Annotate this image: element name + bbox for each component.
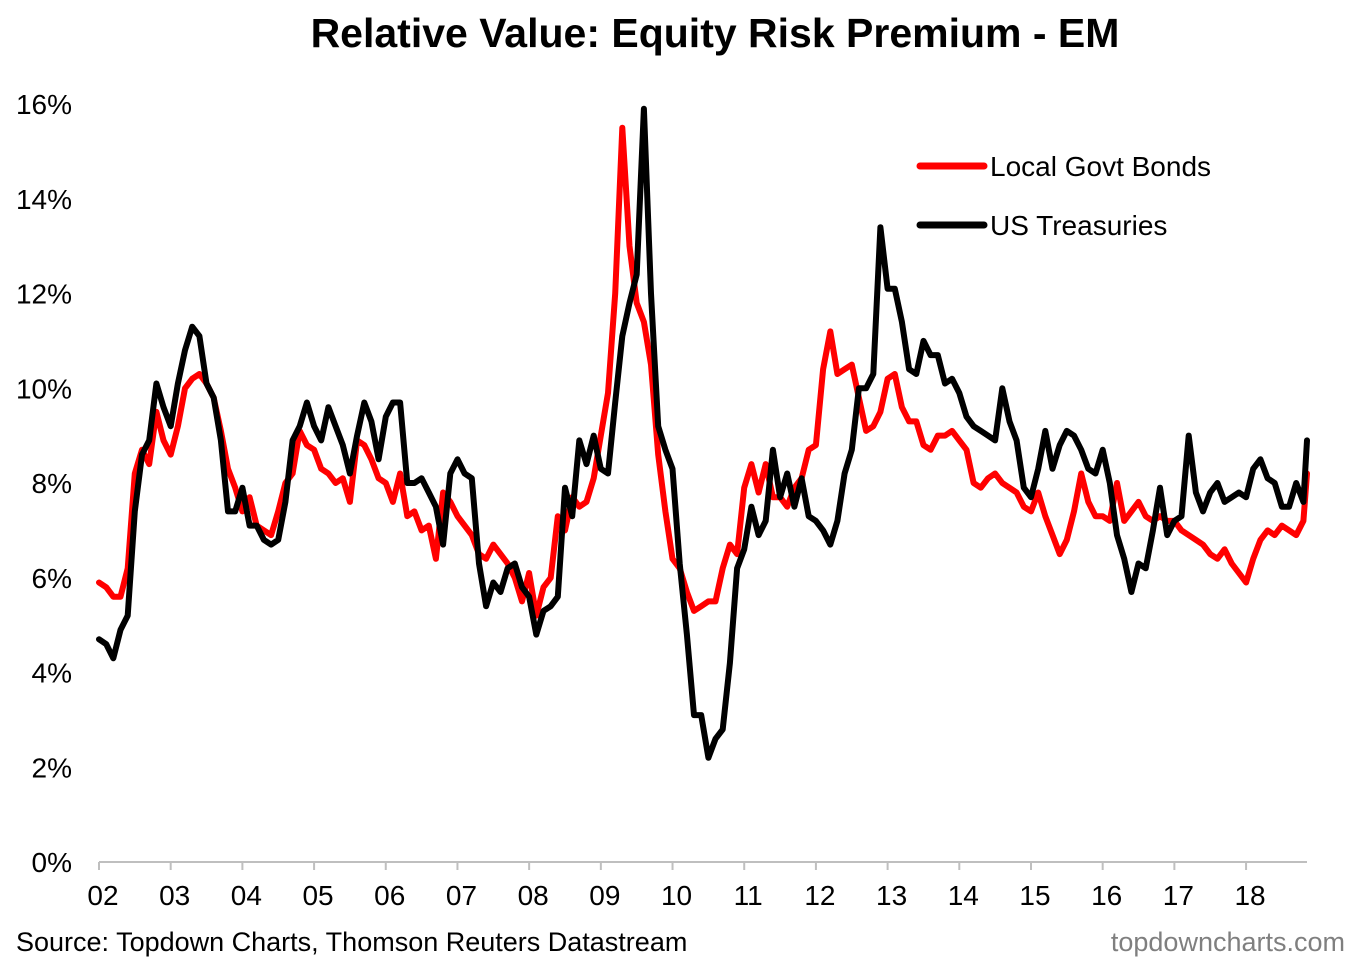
y-tick-label: 8% bbox=[32, 468, 72, 499]
x-tick-label: 12 bbox=[804, 880, 835, 911]
x-tick-label: 02 bbox=[87, 880, 118, 911]
y-tick-label: 6% bbox=[32, 563, 72, 594]
legend: Local Govt Bonds US Treasuries bbox=[916, 151, 1211, 241]
legend-label: Local Govt Bonds bbox=[990, 151, 1211, 182]
x-tick-label: 08 bbox=[518, 880, 549, 911]
x-tick-label: 07 bbox=[446, 880, 477, 911]
x-tick-label: 05 bbox=[302, 880, 333, 911]
x-tick-label: 15 bbox=[1019, 880, 1050, 911]
x-tick-label: 13 bbox=[876, 880, 907, 911]
y-axis-tick-labels: 0% 2% 4% 6% 8% 10% 12% 14% 16% bbox=[16, 89, 72, 878]
x-tick-label: 09 bbox=[589, 880, 620, 911]
y-tick-label: 0% bbox=[32, 847, 72, 878]
x-tick-label: 10 bbox=[661, 880, 692, 911]
series-line-local-govt-bonds bbox=[96, 124, 1310, 619]
y-tick-label: 4% bbox=[32, 658, 72, 689]
x-tick-label: 16 bbox=[1091, 880, 1122, 911]
y-tick-label: 2% bbox=[32, 752, 72, 783]
y-tick-label: 16% bbox=[16, 89, 72, 120]
series-lines bbox=[96, 105, 1310, 761]
y-tick-label: 12% bbox=[16, 279, 72, 310]
x-tick-label: 03 bbox=[159, 880, 190, 911]
legend-label: US Treasuries bbox=[990, 210, 1167, 241]
source-note: Source: Topdown Charts, Thomson Reuters … bbox=[16, 927, 688, 957]
x-axis-ticks: 02 03 04 05 06 07 08 09 10 11 12 13 14 15 16 17 18 bbox=[87, 862, 1266, 911]
chart-title: Relative Value: Equity Risk Premium - EM bbox=[310, 10, 1120, 56]
x-tick-label: 11 bbox=[734, 880, 763, 911]
x-tick-label: 14 bbox=[948, 880, 979, 911]
x-tick-label: 17 bbox=[1163, 880, 1194, 911]
y-tick-label: 10% bbox=[16, 373, 72, 404]
x-tick-label: 06 bbox=[374, 880, 405, 911]
series-line-us-treasuries bbox=[96, 105, 1310, 761]
brand-watermark: topdowncharts.com bbox=[1110, 927, 1345, 957]
y-tick-label: 14% bbox=[16, 184, 72, 215]
x-tick-label: 04 bbox=[231, 880, 262, 911]
x-tick-label: 18 bbox=[1234, 880, 1265, 911]
